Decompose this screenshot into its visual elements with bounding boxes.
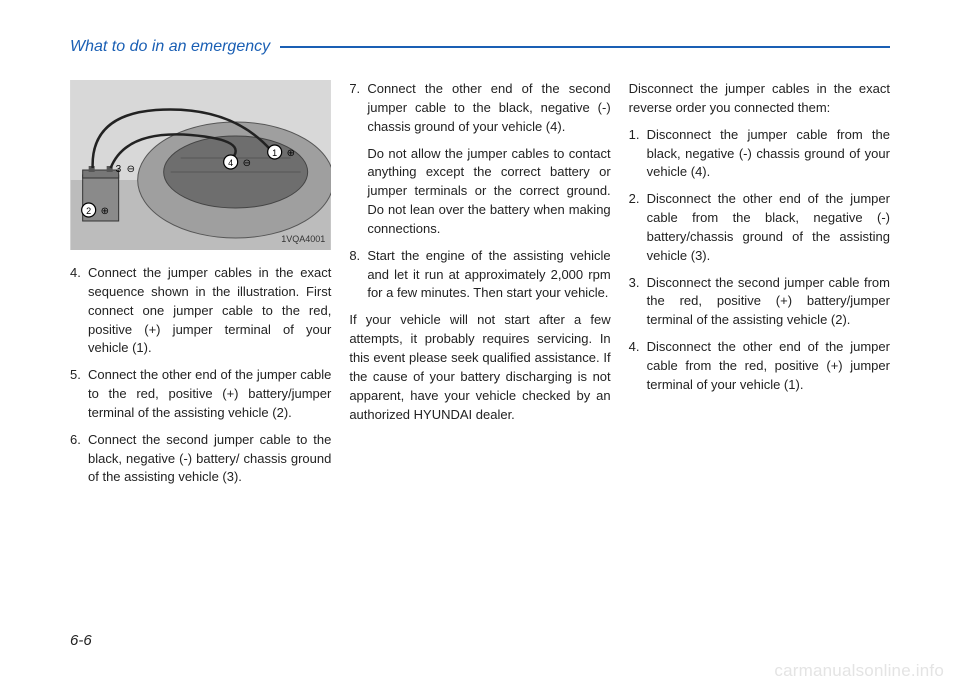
service-paragraph: If your vehicle will not start after a f… — [349, 311, 610, 424]
content-columns: 1 ⊕ 2 ⊕ 3 ⊖ 4 ⊖ 1VQA4001 4. Connect the … — [70, 80, 890, 495]
svg-text:1: 1 — [272, 148, 277, 158]
header-rule — [280, 46, 890, 48]
jumper-cable-illustration: 1 ⊕ 2 ⊕ 3 ⊖ 4 ⊖ 1VQA4001 — [70, 80, 331, 250]
step-number: 8. — [349, 247, 367, 304]
svg-text:⊕: ⊕ — [287, 148, 295, 159]
step-8: 8. Start the engine of the assisting veh… — [349, 247, 610, 304]
step-7-continuation: Do not allow the jumper cables to contac… — [349, 145, 610, 239]
step-number: 7. — [349, 80, 367, 137]
svg-text:⊕: ⊕ — [101, 206, 109, 217]
step-number: 4. — [629, 338, 647, 395]
step-7: 7. Connect the other end of the sec­ond … — [349, 80, 610, 137]
step-number: 3. — [629, 274, 647, 331]
disconnect-step-1: 1. Disconnect the jumper cable from the … — [629, 126, 890, 183]
watermark: carmanualsonline.info — [774, 661, 944, 681]
svg-text:2: 2 — [86, 206, 91, 216]
step-text: Disconnect the other end of the jumper c… — [647, 338, 890, 395]
illustration-svg: 1 ⊕ 2 ⊕ 3 ⊖ 4 ⊖ — [70, 80, 331, 250]
step-text: Disconnect the other end of the jumper c… — [647, 190, 890, 265]
disconnect-step-3: 3. Disconnect the second jumper cable fr… — [629, 274, 890, 331]
page-number: 6-6 — [70, 632, 92, 649]
step-text: Disconnect the jumper cable from the bla… — [647, 126, 890, 183]
svg-text:⊖: ⊖ — [243, 158, 251, 169]
disconnect-step-2: 2. Disconnect the other end of the jumpe… — [629, 190, 890, 265]
step-text: Connect the jumper cables in the exact s… — [88, 264, 331, 358]
step-text: Connect the second jumper cable to the b… — [88, 431, 331, 488]
svg-text:⊖: ⊖ — [127, 164, 135, 175]
manual-page: What to do in an emergency — [0, 0, 960, 689]
step-text: Connect the other end of the sec­ond jum… — [367, 80, 610, 137]
disconnect-intro: Disconnect the jumper cables in the exac… — [629, 80, 890, 118]
svg-text:3: 3 — [116, 164, 122, 175]
step-5: 5. Connect the other end of the jumper c… — [70, 366, 331, 423]
step-text: Disconnect the second jumper cable from … — [647, 274, 890, 331]
column-3: Disconnect the jumper cables in the exac… — [629, 80, 890, 495]
svg-text:4: 4 — [228, 158, 233, 168]
step-6: 6. Connect the second jumper cable to th… — [70, 431, 331, 488]
step-number: 6. — [70, 431, 88, 488]
column-2: 7. Connect the other end of the sec­ond … — [349, 80, 610, 495]
column-1: 1 ⊕ 2 ⊕ 3 ⊖ 4 ⊖ 1VQA4001 4. Connect the … — [70, 80, 331, 495]
page-header: What to do in an emergency — [70, 38, 890, 56]
step-text: Connect the other end of the jumper cabl… — [88, 366, 331, 423]
disconnect-step-4: 4. Disconnect the other end of the jumpe… — [629, 338, 890, 395]
step-4: 4. Connect the jumper cables in the exac… — [70, 264, 331, 358]
step-number: 1. — [629, 126, 647, 183]
step-number: 2. — [629, 190, 647, 265]
step-number: 5. — [70, 366, 88, 423]
step-number: 4. — [70, 264, 88, 358]
illustration-code: 1VQA4001 — [281, 233, 325, 246]
header-title: What to do in an emergency — [70, 38, 270, 56]
step-text: Start the engine of the assisting vehicl… — [367, 247, 610, 304]
